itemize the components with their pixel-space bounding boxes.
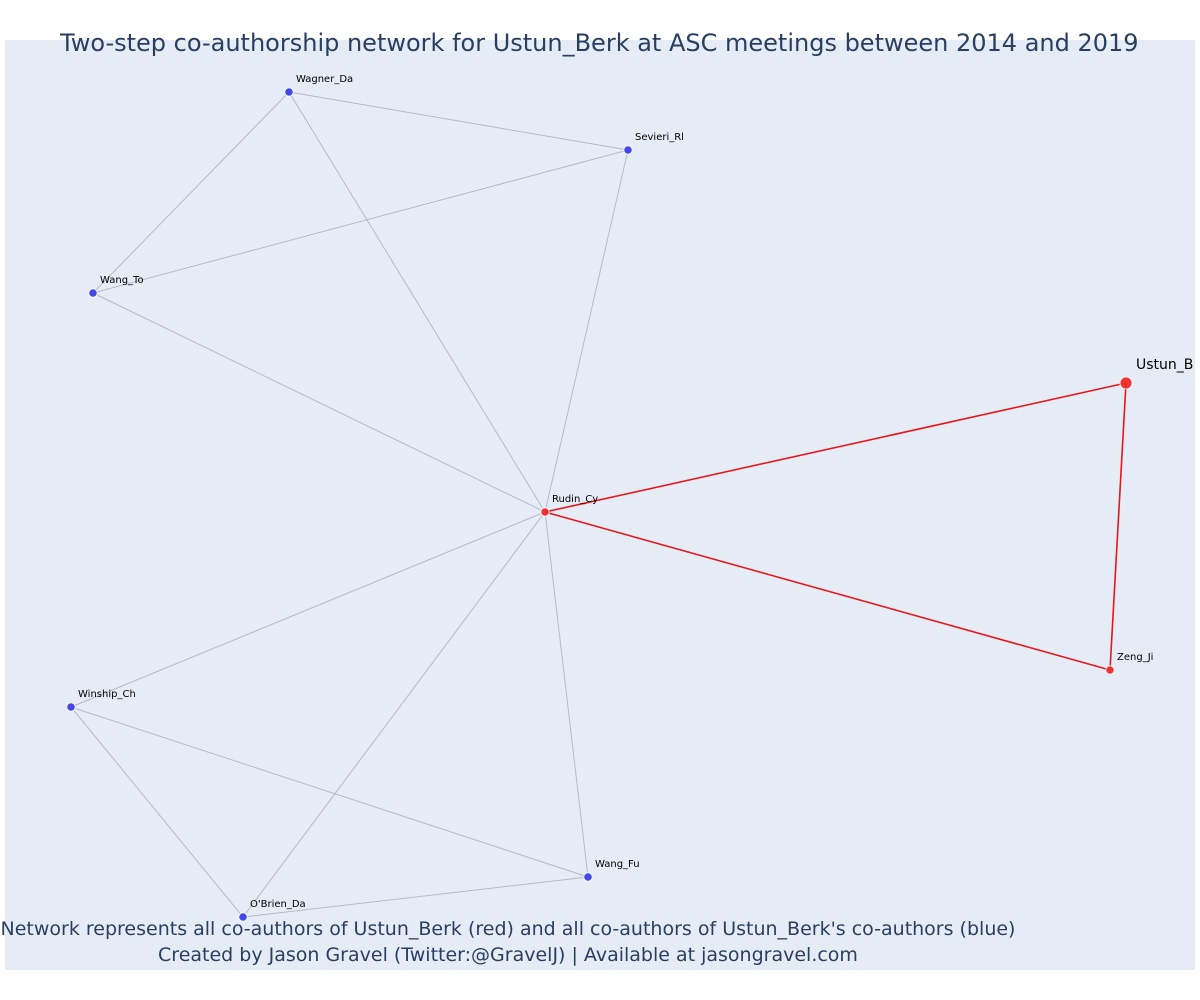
node-label-obrien-da: O'Brien_Da [250, 899, 306, 910]
edge-obrien-da-wang-fu [242, 876, 589, 918]
node-zeng-ji[interactable] [1105, 665, 1115, 675]
edge-ustun-b-zeng-ji [1109, 382, 1127, 671]
node-label-zeng-ji: Zeng_Ji [1117, 652, 1153, 663]
node-label-winship-ch: Winship_Ch [78, 689, 136, 700]
edge-wagner-da-rudin-cy [288, 91, 546, 513]
caption-description: Network represents all co-authors of Ust… [0, 918, 1016, 940]
edge-ustun-b-rudin-cy [544, 382, 1127, 513]
edges-layer [70, 91, 1127, 918]
edge-sevieri-rl-wang-to [92, 149, 629, 294]
node-wang-fu[interactable] [583, 872, 593, 882]
node-wang-to[interactable] [88, 288, 98, 298]
plot-background [5, 40, 1195, 970]
edge-wagner-da-wang-to [92, 91, 290, 294]
edge-sevieri-rl-rudin-cy [544, 149, 629, 513]
node-sevieri-rl[interactable] [623, 145, 633, 155]
edge-rudin-cy-winship-ch [70, 511, 546, 708]
edge-winship-ch-wang-fu [70, 706, 589, 878]
nodes-layer [66, 87, 1133, 922]
node-rudin-cy[interactable] [540, 507, 550, 517]
node-label-ustun-b: Ustun_B [1136, 357, 1193, 373]
edge-rudin-cy-zeng-ji [544, 511, 1111, 671]
node-label-wagner-da: Wagner_Da [296, 74, 353, 85]
node-obrien-da[interactable] [238, 912, 248, 922]
edge-rudin-cy-obrien-da [242, 511, 546, 918]
node-wagner-da[interactable] [284, 87, 294, 97]
node-ustun-b[interactable] [1119, 376, 1133, 390]
edge-winship-ch-obrien-da [70, 706, 244, 918]
node-label-wang-to: Wang_To [100, 275, 144, 286]
labels-layer: Ustun_B Rudin_Cy Zeng_Ji Wagner_Da Sevieri_R… [78, 74, 1193, 910]
edge-wagner-da-sevieri-rl [288, 91, 629, 151]
node-label-sevieri-rl: Sevieri_Rl [635, 132, 684, 143]
edge-rudin-cy-wang-fu [544, 511, 589, 878]
node-winship-ch[interactable] [66, 702, 76, 712]
node-label-wang-fu: Wang_Fu [595, 859, 640, 870]
caption-credit: Created by Jason Gravel (Twitter:@Gravel… [158, 944, 858, 966]
edge-wang-to-rudin-cy [92, 292, 546, 513]
node-label-rudin-cy: Rudin_Cy [552, 494, 598, 505]
chart-title: Two-step co-authorship network for Ustun… [60, 29, 1139, 57]
